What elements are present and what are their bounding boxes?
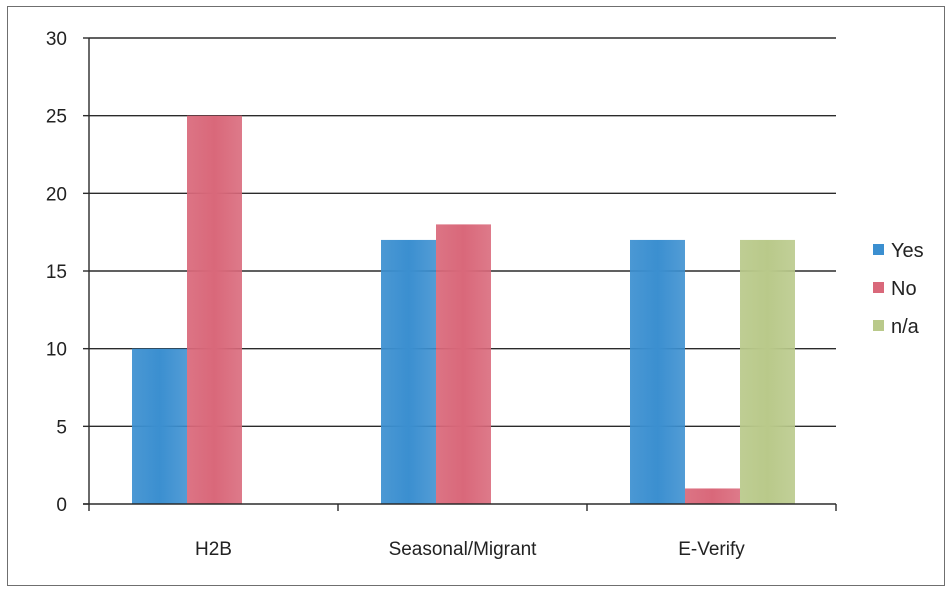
y-tick-labels: 0 5 10 15 20 25 30 bbox=[46, 29, 67, 516]
x-tick-label: H2B bbox=[195, 539, 232, 560]
legend-label-no: No bbox=[891, 278, 917, 300]
y-tick-label: 15 bbox=[46, 262, 67, 283]
bar-no-e-verify bbox=[685, 488, 740, 504]
bar-no-seasonal-migrant bbox=[436, 224, 491, 504]
y-tick-label: 5 bbox=[56, 417, 67, 438]
bar-yes-h2b bbox=[132, 348, 187, 504]
axes bbox=[83, 37, 837, 511]
bar-yes-e-verify bbox=[630, 239, 685, 504]
bar-no-h2b bbox=[187, 115, 242, 505]
legend-label-n-a: n/a bbox=[891, 316, 920, 338]
y-tick-label: 25 bbox=[46, 107, 67, 128]
bars bbox=[132, 115, 795, 505]
y-tick-label: 30 bbox=[46, 29, 67, 50]
y-tick-label: 10 bbox=[46, 340, 67, 361]
bar-n-a-e-verify bbox=[740, 239, 795, 504]
legend-swatch-n-a bbox=[873, 320, 884, 331]
y-tick-label: 0 bbox=[56, 495, 67, 516]
legend-label-yes: Yes bbox=[891, 240, 924, 262]
x-tick-label: E-Verify bbox=[678, 539, 745, 560]
legend-swatch-yes bbox=[873, 244, 884, 255]
bar-yes-seasonal-migrant bbox=[381, 239, 436, 504]
y-tick-label: 20 bbox=[46, 184, 67, 205]
x-tick-label: Seasonal/Migrant bbox=[389, 539, 538, 560]
legend: Yes No n/a bbox=[873, 240, 924, 338]
legend-swatch-no bbox=[873, 282, 884, 293]
x-tick-labels: H2B Seasonal/Migrant E-Verify bbox=[195, 539, 745, 560]
